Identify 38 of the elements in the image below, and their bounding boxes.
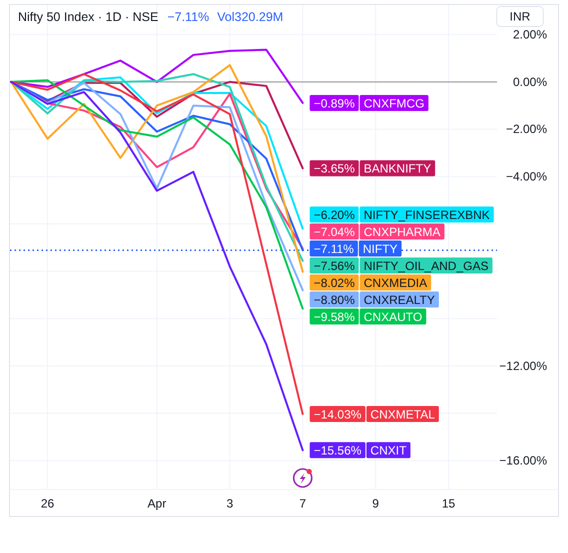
y-tick-label: −16.00% — [499, 453, 548, 468]
data-label: −6.20% — [314, 208, 356, 222]
chart-title: Nifty 50 Index · 1D · NSE — [18, 10, 158, 24]
data-label: −7.56% — [314, 258, 356, 273]
legend-label: CNXMETAL — [370, 407, 436, 422]
y-tick-label: 2.00% — [512, 27, 548, 42]
chart-subtitle: −7.11% — [167, 10, 210, 24]
y-tick-label: −2.00% — [506, 122, 548, 136]
legend-label: CNXAUTO — [364, 310, 422, 324]
x-tick-label: 3 — [226, 496, 234, 511]
x-tick-label: 26 — [40, 496, 55, 511]
data-label: −3.65% — [314, 162, 356, 176]
data-label: −0.89% — [314, 96, 356, 110]
y-tick-label: −12.00% — [499, 358, 548, 373]
legend-label: CNXIT — [370, 443, 408, 458]
legend-label: BANKNIFTY — [364, 162, 432, 176]
data-label: −15.56% — [314, 443, 362, 458]
text: INR — [510, 10, 531, 24]
x-tick-label: 7 — [299, 496, 306, 511]
x-tick-label: Apr — [148, 496, 166, 511]
data-label: −14.03% — [314, 407, 362, 422]
data-label: −8.80% — [314, 292, 356, 307]
data-label: −7.11% — [314, 242, 354, 256]
legend-label: NIFTY_OIL_AND_GAS — [364, 258, 488, 273]
legend-label: NIFTY — [362, 242, 398, 256]
legend-label: CNXREALTY — [364, 292, 435, 307]
legend-label: CNXPHARMA — [364, 224, 440, 239]
legend-label: CNXMEDIA — [364, 276, 428, 290]
data-label: −7.04% — [314, 224, 356, 239]
data-label: −8.02% — [314, 276, 356, 290]
x-tick-label: 15 — [442, 496, 456, 511]
annotation: Vol320.29M — [217, 10, 284, 24]
y-tick-label: 0.00% — [512, 74, 548, 89]
x-tick-label: 9 — [372, 496, 380, 511]
data-label: −9.58% — [314, 310, 356, 324]
y-tick-label: −4.00% — [506, 169, 548, 184]
legend-label: NIFTY_FINSEREXBNK — [364, 208, 490, 222]
legend-label: CNXFMCG — [364, 96, 424, 110]
